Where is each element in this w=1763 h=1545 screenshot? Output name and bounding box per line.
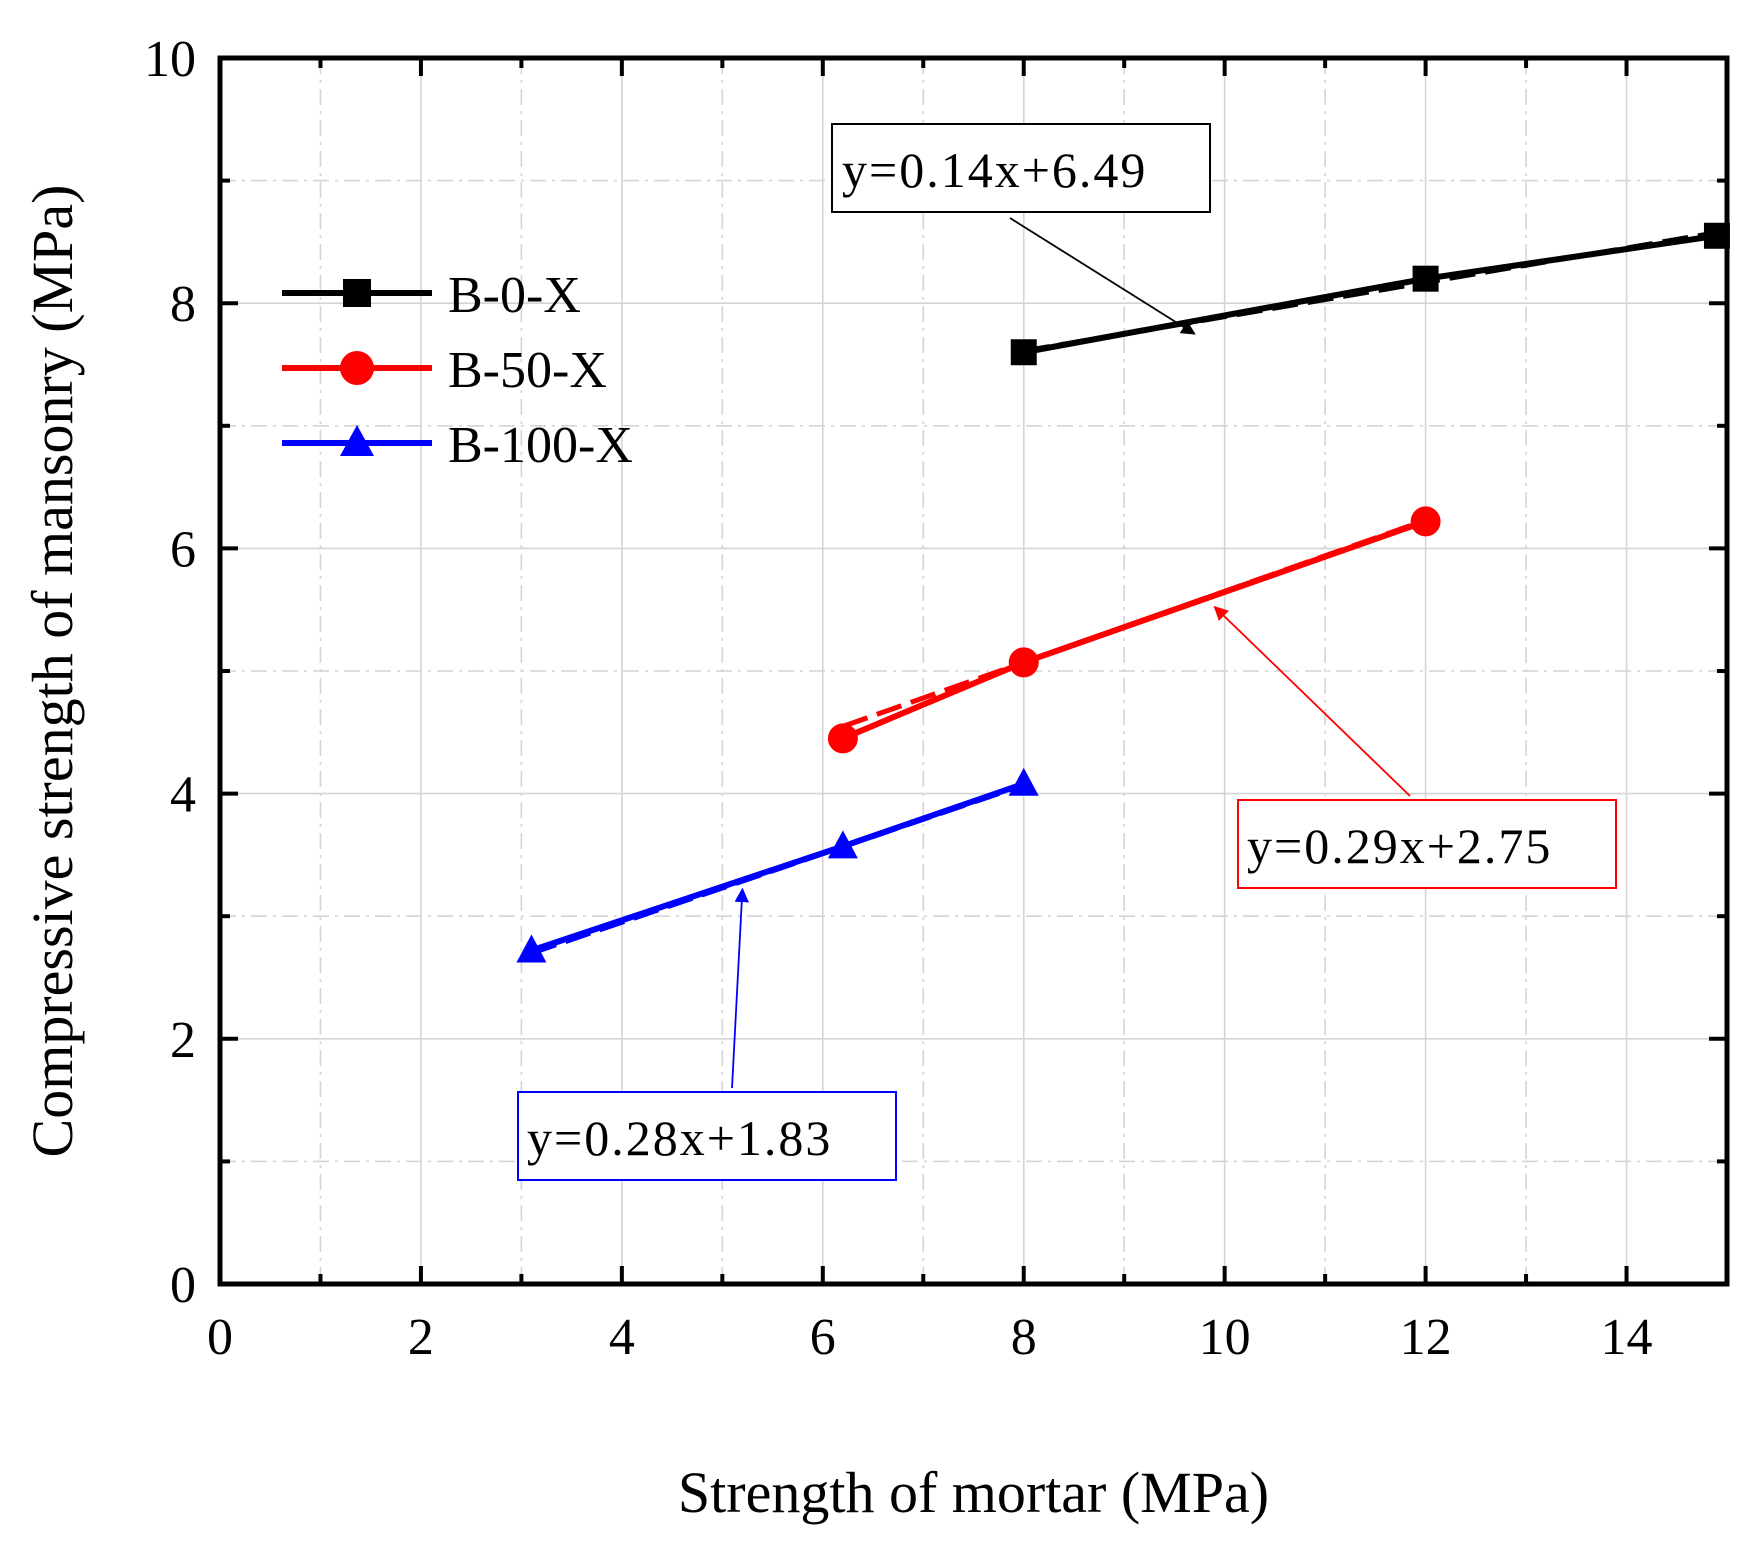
data-point-B-50-X-2 bbox=[1008, 647, 1039, 678]
legend-label-B-100-X: B-100-X bbox=[448, 417, 633, 474]
legend-marker-B-50-X bbox=[340, 351, 374, 385]
x-tick-label: 2 bbox=[408, 1309, 434, 1366]
x-tick-label: 14 bbox=[1601, 1309, 1653, 1366]
x-axis-title: Strength of mortar (MPa) bbox=[678, 1460, 1269, 1525]
x-tick-label: 10 bbox=[1199, 1309, 1251, 1366]
grid-layer bbox=[220, 58, 1727, 1284]
equation-label-B-0-X: y=0.14x+6.49 bbox=[842, 142, 1147, 198]
fit-arrow-B-100-X bbox=[731, 887, 749, 1089]
data-point-B-100-X-3 bbox=[1008, 767, 1039, 796]
y-tick-label: 0 bbox=[170, 1257, 196, 1314]
data-point-B-0-X-2 bbox=[1412, 265, 1439, 292]
data-point-B-100-X-2 bbox=[827, 830, 858, 859]
series-line-B-0-X bbox=[1023, 232, 1718, 356]
equation-box-B-100-X bbox=[517, 1091, 897, 1181]
legend-label-B-50-X: B-50-X bbox=[448, 342, 607, 399]
equation-box-B-50-X bbox=[1237, 799, 1617, 889]
legend-label-B-0-X: B-0-X bbox=[448, 267, 581, 324]
axis-layer: 0 2 4 6 8 10 12 14 0 2 4 6 8 10 bbox=[144, 31, 1730, 1366]
y-axis-title: Compressive strength of mansonry (MPa) bbox=[20, 185, 85, 1158]
series-layer bbox=[516, 222, 1730, 963]
data-point-B-100-X-1 bbox=[516, 934, 547, 963]
series-line-B-100-X bbox=[530, 780, 1025, 954]
fit-arrow-B-50-X bbox=[1213, 605, 1411, 797]
series-line-B-50-X bbox=[841, 518, 1427, 742]
legend-marker-B-100-X bbox=[340, 425, 374, 456]
x-tick-label: 6 bbox=[810, 1309, 836, 1366]
y-tick-label: 6 bbox=[170, 521, 196, 578]
x-tick-label: 4 bbox=[609, 1309, 635, 1366]
x-tick-label: 0 bbox=[207, 1309, 233, 1366]
y-tick-label: 4 bbox=[170, 767, 196, 824]
equation-box-B-0-X bbox=[831, 123, 1211, 213]
equation-label-B-50-X: y=0.29x+2.75 bbox=[1247, 818, 1552, 874]
legend-marker-B-0-X bbox=[343, 279, 371, 307]
y-tick-label: 8 bbox=[170, 276, 196, 333]
data-point-B-50-X-1 bbox=[827, 723, 858, 754]
data-point-B-0-X-1 bbox=[1010, 339, 1037, 366]
fit-arrow-B-0-X bbox=[1009, 217, 1196, 335]
y-tick-label: 2 bbox=[170, 1012, 196, 1069]
legend: B-0-X B-50-X B-100-X bbox=[282, 267, 633, 474]
x-tick-label: 8 bbox=[1011, 1309, 1037, 1366]
annotation-layer: y=0.14x+6.49 y=0.29x+2.75 y=0.28x+1.83 bbox=[517, 123, 1617, 1181]
data-point-B-50-X-3 bbox=[1410, 506, 1441, 537]
x-tick-label: 12 bbox=[1400, 1309, 1452, 1366]
equation-label-B-100-X: y=0.28x+1.83 bbox=[527, 1110, 832, 1166]
y-tick-label: 10 bbox=[144, 31, 196, 88]
